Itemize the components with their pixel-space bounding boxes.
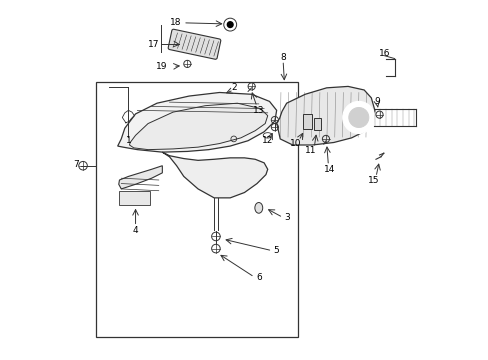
Text: 9: 9 xyxy=(374,97,380,106)
Polygon shape xyxy=(119,166,162,189)
Circle shape xyxy=(226,21,233,28)
Text: 11: 11 xyxy=(305,146,316,155)
FancyBboxPatch shape xyxy=(168,29,221,59)
Polygon shape xyxy=(276,86,374,145)
Polygon shape xyxy=(118,93,276,152)
Circle shape xyxy=(342,102,374,134)
Bar xyxy=(96,82,298,337)
Text: 15: 15 xyxy=(367,176,379,185)
Bar xyxy=(119,191,149,205)
Text: 19: 19 xyxy=(156,62,167,71)
Text: 17: 17 xyxy=(147,40,159,49)
Text: 8: 8 xyxy=(280,53,285,62)
Text: 18: 18 xyxy=(170,18,181,27)
Text: 1: 1 xyxy=(125,136,131,145)
Text: 7: 7 xyxy=(74,161,80,170)
Text: 2: 2 xyxy=(230,83,236,92)
Text: 13: 13 xyxy=(252,106,264,115)
Circle shape xyxy=(348,108,368,127)
Text: 6: 6 xyxy=(255,273,261,282)
Text: 3: 3 xyxy=(284,213,290,222)
Ellipse shape xyxy=(263,133,272,138)
Text: 12: 12 xyxy=(262,136,273,145)
Text: 16: 16 xyxy=(378,49,389,58)
Ellipse shape xyxy=(254,203,262,213)
Text: 4: 4 xyxy=(132,225,138,234)
Text: 14: 14 xyxy=(323,165,334,174)
Polygon shape xyxy=(162,152,267,198)
Polygon shape xyxy=(129,103,267,150)
FancyBboxPatch shape xyxy=(303,114,311,129)
FancyBboxPatch shape xyxy=(313,118,320,130)
Text: 5: 5 xyxy=(273,246,279,255)
Text: 10: 10 xyxy=(289,139,301,148)
